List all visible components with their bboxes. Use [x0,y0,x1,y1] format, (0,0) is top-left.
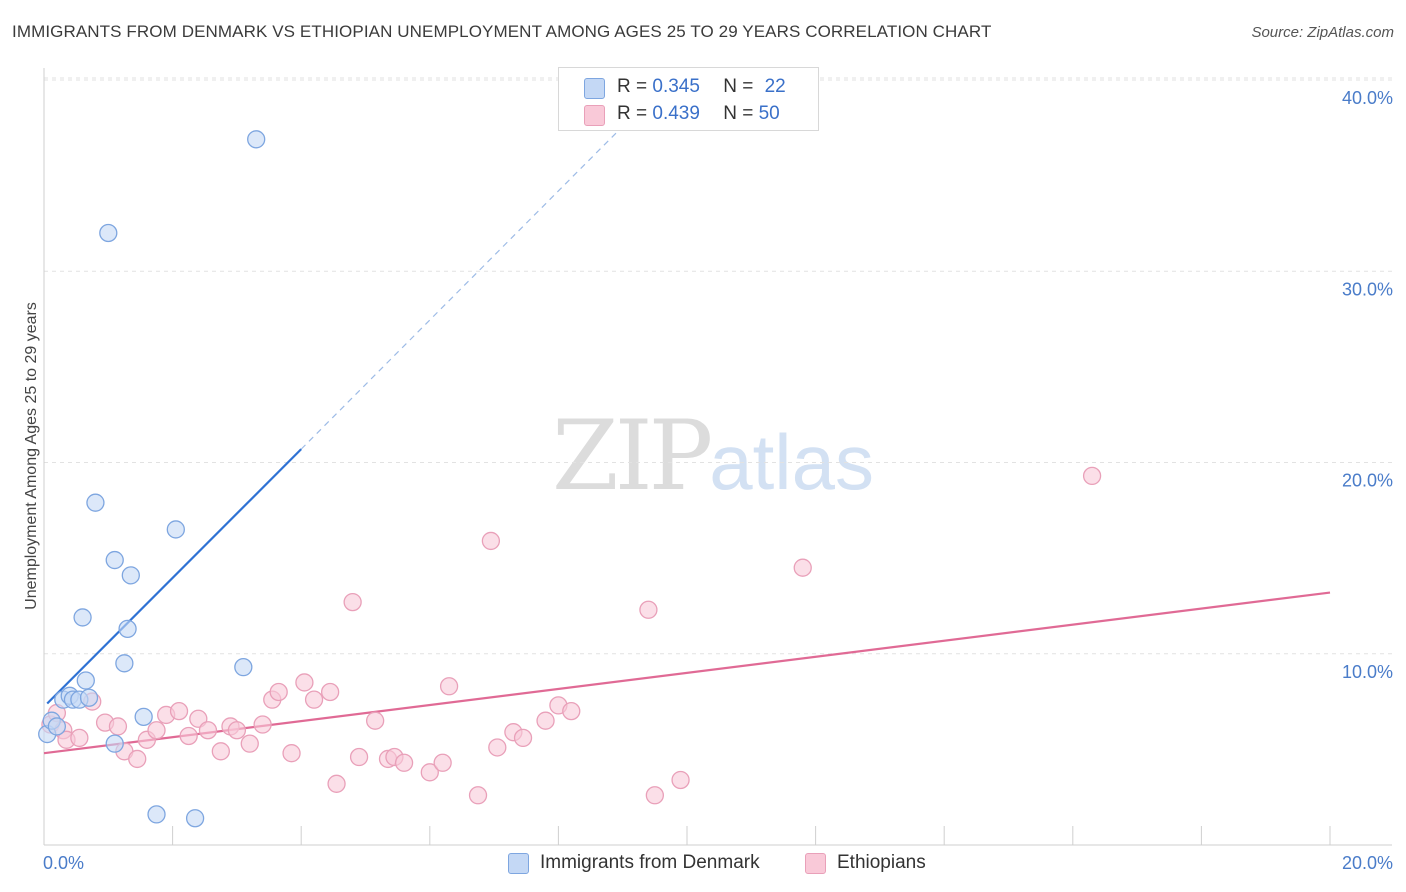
ethiopian-point [420,763,439,782]
y-axis-label: Unemployment Among Ages 25 to 29 years [23,302,40,610]
denmark-point [234,657,253,677]
tick-labels: 10.0% 20.0% 30.0% 40.0% 0.0% 20.0% [43,88,1393,873]
ethiopian-point [433,753,452,772]
legend-label-denmark: Immigrants from Denmark [540,852,760,873]
ethiopian-point [645,786,664,805]
ethiopian-point [793,558,812,577]
ethiopian-point [513,728,533,748]
denmark-point [47,717,67,736]
ethiopian-point [468,786,488,805]
x-tick-label: 0.0% [43,853,84,873]
ethiopian-point [211,742,230,761]
legend-n-label: N = [723,103,759,124]
data-points [38,130,1102,828]
denmark-point [247,130,266,149]
y-tick-label: 30.0% [1342,279,1393,299]
ethiopian-point [179,726,198,746]
ethiopian-point [1082,466,1102,486]
ethiopian-point [282,744,301,763]
denmark-point [105,550,124,570]
ethiopian-point [639,600,658,619]
axes [43,68,1392,846]
ethiopian-point [536,711,555,730]
ethiopian-point [481,531,501,551]
legend-swatch-denmark [508,853,529,874]
ethiopian-point [147,721,166,740]
denmark-point [118,619,137,639]
denmark-point [76,671,95,690]
legend-r-value: 0.345 [652,76,700,97]
chart-title: IMMIGRANTS FROM DENMARK VS ETHIOPIAN UNE… [12,22,992,41]
legend-swatch-ethiopians [584,105,605,126]
legend-label-ethiopians: Ethiopians [837,852,926,873]
ethiopian-point [198,721,218,740]
denmark-point [99,223,118,243]
denmark-point [73,608,92,627]
legend-r-label: R = [617,76,653,97]
denmark-point [79,688,99,707]
denmark-point [105,734,124,753]
ethiopian-point [227,721,247,740]
denmark-point [166,520,185,539]
ethiopian-point [562,701,581,721]
legend-r-value: 0.439 [652,103,700,124]
ethiopian-point [343,592,362,612]
ethiopian-point [128,749,147,769]
legend-row-ethiopians: R = 0.439 N = 50 [584,103,780,126]
grid-lines [44,77,1392,655]
denmark-point [115,654,134,673]
ethiopian-point [394,753,414,772]
y-tick-label: 40.0% [1342,88,1393,108]
denmark-trend-line [46,448,302,705]
ethiopian-point [488,738,507,757]
legend-swatch-ethiopians [805,853,826,874]
ethiopian-point [327,774,346,793]
ethiopian-point [253,715,272,734]
ethiopian-point [671,770,690,790]
ethiopian-point [108,717,128,736]
ethiopian-point [269,682,288,702]
denmark-point [121,566,140,585]
ethiopian-point [70,728,89,748]
ethiopian-point [295,673,314,692]
legend-swatch-denmark [584,78,605,99]
denmark-point [134,707,153,727]
denmark-point [147,805,166,824]
legend-row-denmark: R = 0.345 N = 22 [584,76,786,99]
ethiopian-point [439,677,459,696]
denmark-point [185,809,205,828]
ethiopian-point [320,682,340,702]
legend-n-label: N = [723,76,759,97]
ethiopian-point [304,690,324,709]
x-tick-label: 20.0% [1342,853,1393,873]
denmark-trend-extension [300,87,662,450]
correlation-legend: R = 0.345 N = 22 R = 0.439 N = 50 [558,67,819,131]
legend-n-value: 50 [758,103,780,124]
source-label: Source: ZipAtlas.com [1251,24,1394,41]
ethiopian-point [169,701,189,721]
legend-n-value: 22 [764,76,786,97]
ethiopian-point [240,734,259,753]
denmark-point [86,493,105,512]
watermark-zip: ZIP [552,400,713,512]
y-tick-label: 10.0% [1342,662,1393,682]
y-tick-label: 20.0% [1342,471,1393,491]
ethiopian-point [349,747,369,767]
ethiopian-point [365,711,385,730]
legend-r-label: R = [617,103,653,124]
